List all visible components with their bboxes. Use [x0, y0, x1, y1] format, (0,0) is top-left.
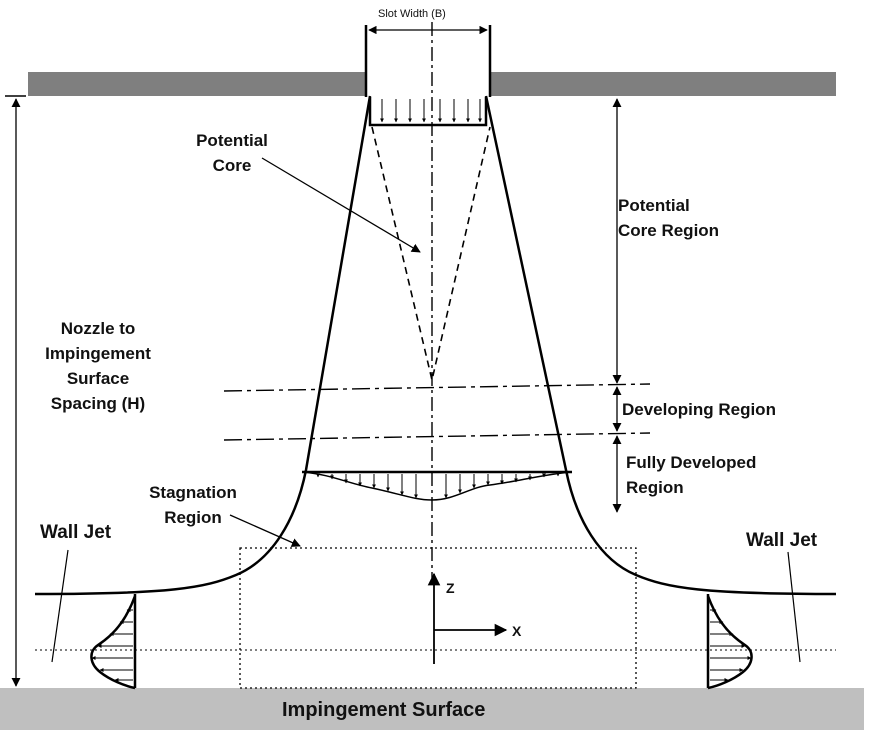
fully-developed-region-label: Fully Developed Region: [626, 450, 756, 500]
wall-jet-left-arrows: [91, 608, 133, 682]
wall-jet-right-arrows: [710, 608, 752, 682]
spacing-label-line1: Nozzle to: [60, 319, 136, 338]
stagnation-region-label: Stagnation Region: [128, 480, 258, 530]
potential-core-label: Potential Core: [172, 128, 292, 178]
slot-gap: [366, 70, 490, 98]
fully-developed-line1: Fully Developed: [626, 453, 757, 472]
wall-jet-left-label: Wall Jet: [40, 522, 112, 543]
potential-core-label-line1: Potential: [196, 131, 268, 150]
spacing-label: Nozzle to Impingement Surface Spacing (H…: [28, 316, 168, 416]
potential-core-pointer: [261, 157, 421, 253]
axis-z-label: Z: [446, 580, 455, 596]
potential-core-label-line2: Core: [212, 156, 252, 175]
impingement-surface-label: Impingement Surface: [282, 699, 486, 721]
spacing-label-line3: Surface: [66, 369, 130, 388]
wall-jet-left-leader: [51, 549, 69, 663]
exit-velocity-profile: [368, 97, 488, 127]
fully-developed-start-line: [223, 432, 651, 441]
potential-core-boundary: [371, 126, 491, 381]
spacing-label-line4: Spacing (H): [50, 394, 146, 413]
fd-velocity-arrows: [316, 472, 560, 499]
stagnation-line2: Region: [164, 508, 222, 527]
jet-boundary-right: [484, 95, 837, 596]
slot-walls: [364, 25, 492, 97]
impingement-surface-plate: [0, 688, 864, 730]
developing-region-label: Developing Region: [622, 400, 776, 419]
wall-jet-right-leader: [787, 551, 801, 663]
stagnation-region-box: [239, 547, 637, 689]
developing-region-start-line: [223, 383, 651, 392]
wall-jet-right-label: Wall Jet: [746, 530, 818, 551]
slot-width-label: Slot Width (B): [378, 8, 446, 20]
potential-core-region-line2: Core Region: [618, 221, 720, 240]
stagnation-pointer: [229, 514, 301, 547]
fd-velocity-profile: [301, 471, 573, 501]
potential-core-region-label: Potential Core Region: [618, 193, 719, 243]
stagnation-line1: Stagnation: [149, 483, 237, 502]
spacing-label-line2: Impingement: [45, 344, 151, 363]
fully-developed-line2: Region: [626, 478, 684, 497]
jet-boundary-left: [34, 95, 372, 596]
exit-velocity-arrows: [380, 99, 482, 123]
potential-core-region-line1: Potential: [618, 196, 690, 215]
axis-x-label: X: [512, 623, 522, 639]
